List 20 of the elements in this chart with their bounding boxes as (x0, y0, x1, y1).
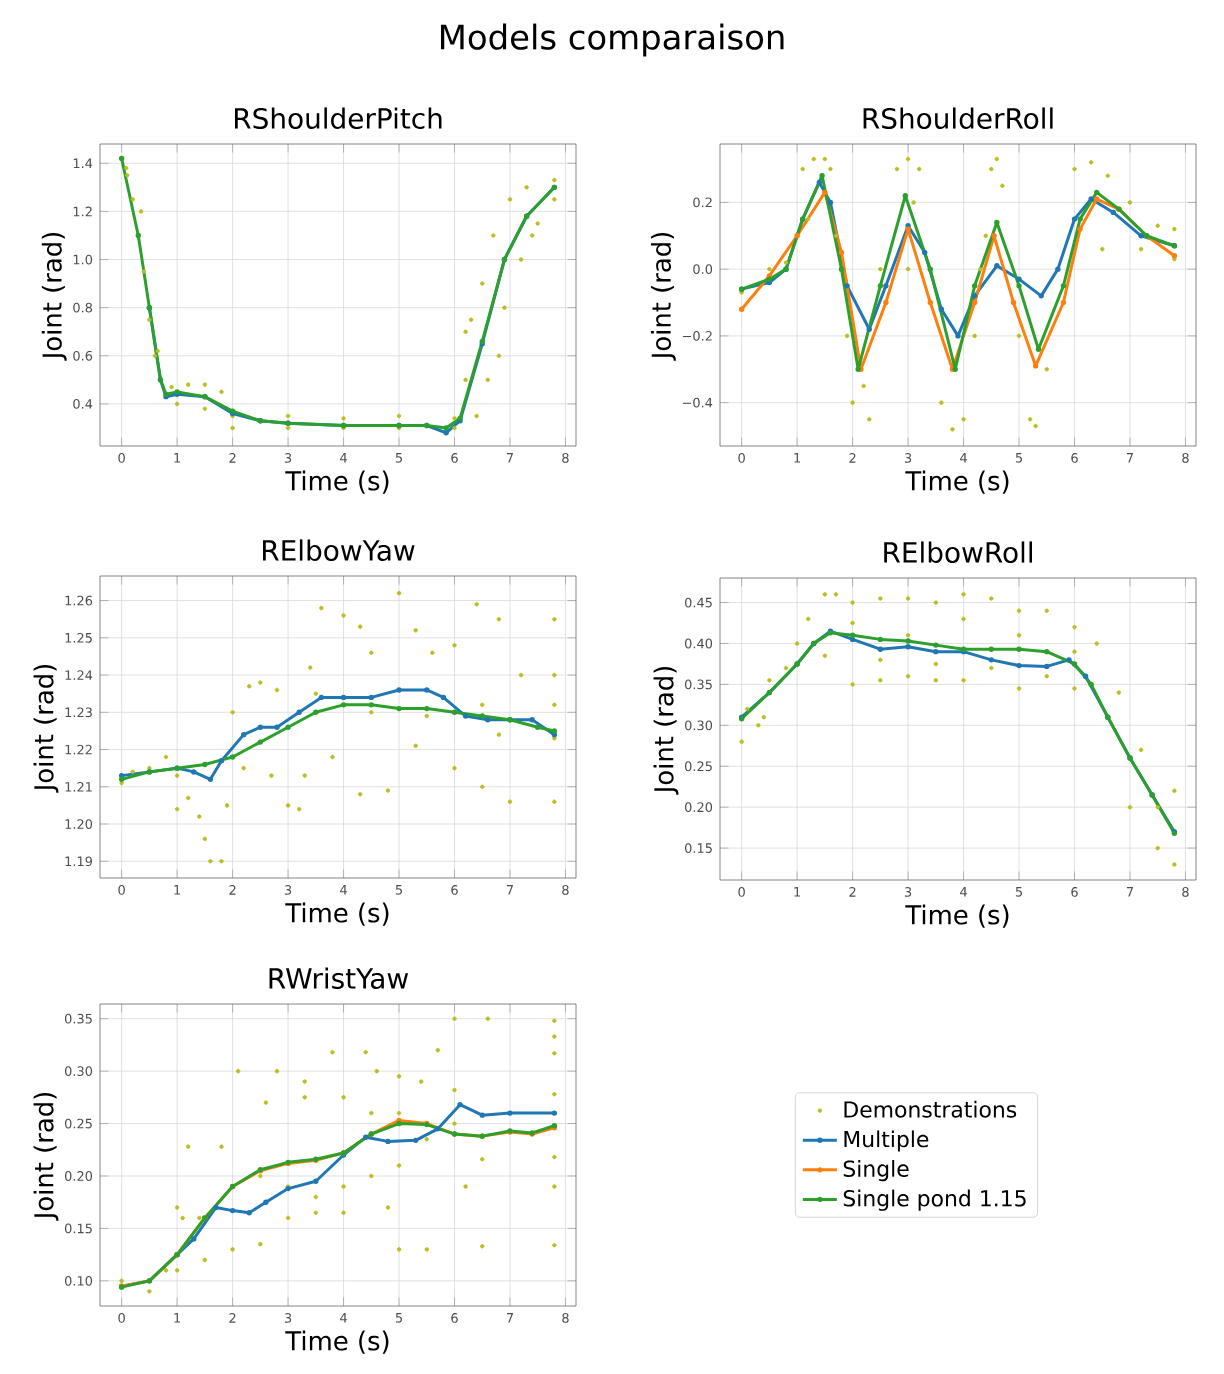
chart-title: RShoulderRoll (863, 107, 1053, 129)
legend-label: Demonstrations (844, 1100, 1017, 1118)
legend-label: Multiple (844, 1130, 929, 1152)
y-axis-title: Joint (rad) (650, 232, 676, 361)
chart-title: RElbowYaw (263, 539, 415, 562)
x-axis-title: Time (s) (285, 902, 389, 926)
x-axis-title: Time (s) (905, 904, 1009, 928)
chart-title: RElbowRoll (884, 541, 1032, 564)
x-axis-title: Time (s) (285, 1330, 389, 1354)
chart-title: RWristYaw (269, 967, 409, 990)
legend-label: Single pond 1.15 (843, 1189, 1026, 1211)
y-axis-title: Joint (rad) (33, 664, 59, 793)
chart-title: RShoulderPitch (234, 107, 442, 129)
x-axis-title: Time (s) (905, 470, 1009, 494)
legend-label: Single (843, 1160, 909, 1182)
y-axis-title: Joint (rad) (653, 666, 679, 795)
x-axis-title: Time (s) (285, 470, 389, 494)
y-axis-title: Joint (rad) (41, 232, 67, 361)
y-axis-title: Joint (rad) (33, 1092, 59, 1221)
text: Models comparaison (440, 23, 784, 57)
